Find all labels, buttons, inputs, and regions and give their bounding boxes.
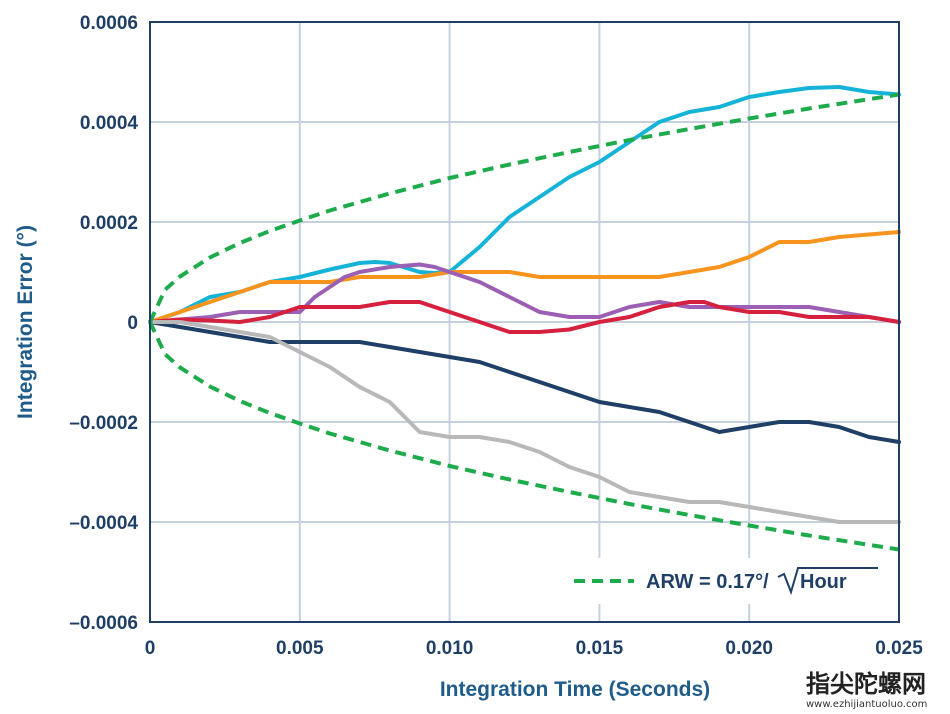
x-axis-title: Integration Time (Seconds): [440, 678, 710, 701]
x-tick-label: 0: [145, 638, 156, 659]
x-tick-label: 0.015: [576, 638, 624, 659]
legend-label-arw: ARW = 0.17°/: [646, 571, 769, 593]
watermark-main: 指尖陀螺网: [806, 670, 926, 698]
legend: ARW = 0.17°/ Hour: [560, 558, 890, 604]
legend-label-hour: Hour: [800, 571, 847, 593]
series-group: [148, 85, 901, 552]
x-tick-label: 0.025: [875, 638, 923, 659]
series-line-1: [148, 85, 901, 324]
y-tick-label: 0.0004: [80, 113, 139, 134]
watermark-sub: www.ezhijiantuoluo.com: [806, 699, 927, 710]
y-tick-label: 0.0002: [80, 213, 138, 234]
arw-bound-lower: [148, 321, 900, 552]
series-line-4: [148, 300, 901, 334]
y-tick-label: –0.0004: [69, 513, 138, 534]
series-line-2: [148, 230, 901, 324]
watermark-background: [800, 664, 946, 710]
y-axis-title: Integration Error (°): [14, 225, 37, 419]
series-line-6: [148, 320, 901, 524]
radical-sign-icon: [777, 567, 878, 596]
tick-labels: 0.0006 0.0004 0.0002 0 –0.0002 –0.0004 –0.0006…: [69, 13, 923, 659]
y-tick-label: –0.0002: [69, 413, 138, 434]
grid: [150, 22, 899, 622]
y-tick-label: –0.0006: [69, 613, 138, 634]
x-tick-label: 0.005: [276, 638, 324, 659]
y-tick-label: 0: [127, 313, 138, 334]
series-line-5: [148, 320, 901, 444]
x-tick-label: 0.020: [725, 638, 773, 659]
y-tick-label: 0.0006: [80, 13, 138, 34]
x-tick-label: 0.010: [426, 638, 474, 659]
arw-bound-upper: [148, 92, 900, 323]
axes: [149, 21, 900, 623]
series-line-3: [148, 262, 901, 324]
plot-frame: [149, 21, 900, 623]
watermark: 指尖陀螺网 www.ezhijiantuoluo.com: [800, 664, 946, 710]
